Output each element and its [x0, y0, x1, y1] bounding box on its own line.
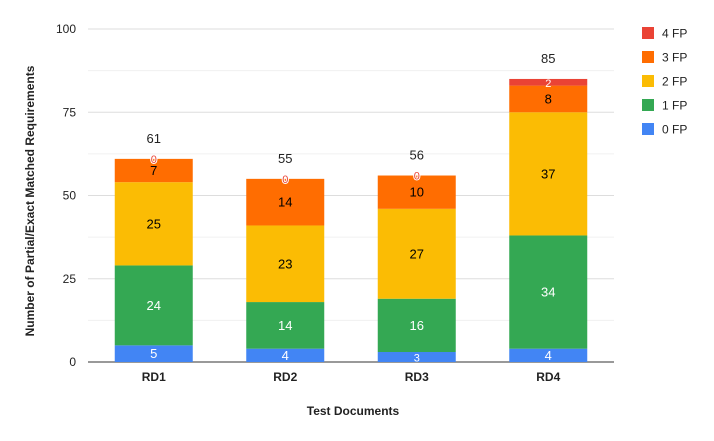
bar-segment [509, 85, 588, 113]
bar-segment [509, 348, 588, 362]
y-axis-title: Number of Partial/Exact Matched Requirem… [23, 65, 37, 336]
bar-segment [509, 235, 588, 349]
bar-data-label: 23 [278, 256, 292, 271]
bar-data-label: 34 [541, 285, 555, 300]
y-tick-label: 50 [63, 189, 77, 203]
bar-data-label: 16 [410, 318, 424, 333]
y-axis-ticks: 0 25 50 75 100 [56, 22, 76, 369]
y-tick-label: 75 [63, 105, 77, 119]
x-tick-label: RD4 [536, 370, 560, 384]
bar-data-label: 0 [282, 174, 288, 186]
bar-data-label: 10 [410, 185, 424, 200]
legend-label: 1 FP [662, 99, 687, 113]
bar-data-label: 14 [278, 195, 292, 210]
x-axis-title: Test Documents [307, 404, 400, 418]
y-tick-label: 25 [63, 272, 77, 286]
bar-segment [246, 178, 325, 226]
bar-total-label: 85 [541, 51, 555, 66]
bar-segment [377, 352, 456, 362]
bar-total-label: 56 [410, 148, 424, 163]
bar-data-label: 27 [410, 246, 424, 261]
bar-segment [377, 298, 456, 353]
x-axis-ticks: RD1 RD2 RD3 RD4 [142, 370, 561, 384]
legend-label: 2 FP [662, 75, 687, 89]
bar-segment [246, 225, 325, 303]
bar-data-label: 3 [414, 353, 420, 365]
legend-label: 3 FP [662, 51, 687, 65]
bar-data-label: 5 [150, 346, 157, 361]
bar-data-label: 4 [282, 348, 289, 363]
bar-data-label: 37 [541, 166, 555, 181]
x-tick-label: RD1 [142, 370, 166, 384]
bar-segment [377, 208, 456, 299]
bar-segment [509, 78, 588, 86]
legend-label: 4 FP [662, 27, 687, 41]
bar-segment [114, 182, 193, 266]
legend-swatch [642, 51, 654, 63]
bar-data-label: 0 [151, 154, 157, 166]
y-tick-label: 0 [69, 355, 76, 369]
bar-totals: 61 55 56 85 [147, 51, 556, 166]
bar-data-label: 4 [545, 348, 552, 363]
y-tick-label: 100 [56, 22, 76, 36]
bar-segment [114, 265, 193, 346]
legend-label: 0 FP [662, 123, 687, 137]
bar-total-label: 61 [147, 131, 161, 146]
bar-data-label: 7 [150, 163, 157, 178]
legend-swatch [642, 75, 654, 87]
legend-swatch [642, 123, 654, 135]
bar-data-label: 8 [545, 91, 552, 106]
legend-swatch [642, 99, 654, 111]
bar-data-label: 25 [147, 216, 161, 231]
bar-segment [246, 348, 325, 362]
legend-swatch [642, 27, 654, 39]
legend: 4 FP 3 FP 2 FP 1 FP 0 FP [642, 27, 687, 137]
bar-data-label: 0 [414, 171, 420, 183]
bar-data-label: 14 [278, 318, 292, 333]
bar-total-label: 55 [278, 151, 292, 166]
bar-segment [114, 158, 193, 183]
bar-segment [246, 302, 325, 349]
x-tick-label: RD2 [273, 370, 297, 384]
bar-data-label: 24 [147, 298, 161, 313]
x-tick-label: RD3 [405, 370, 429, 384]
bar-segment [509, 112, 588, 236]
bar-segment [114, 345, 193, 362]
bar-data-label: 2 [545, 78, 551, 90]
bar-segment [377, 175, 456, 209]
